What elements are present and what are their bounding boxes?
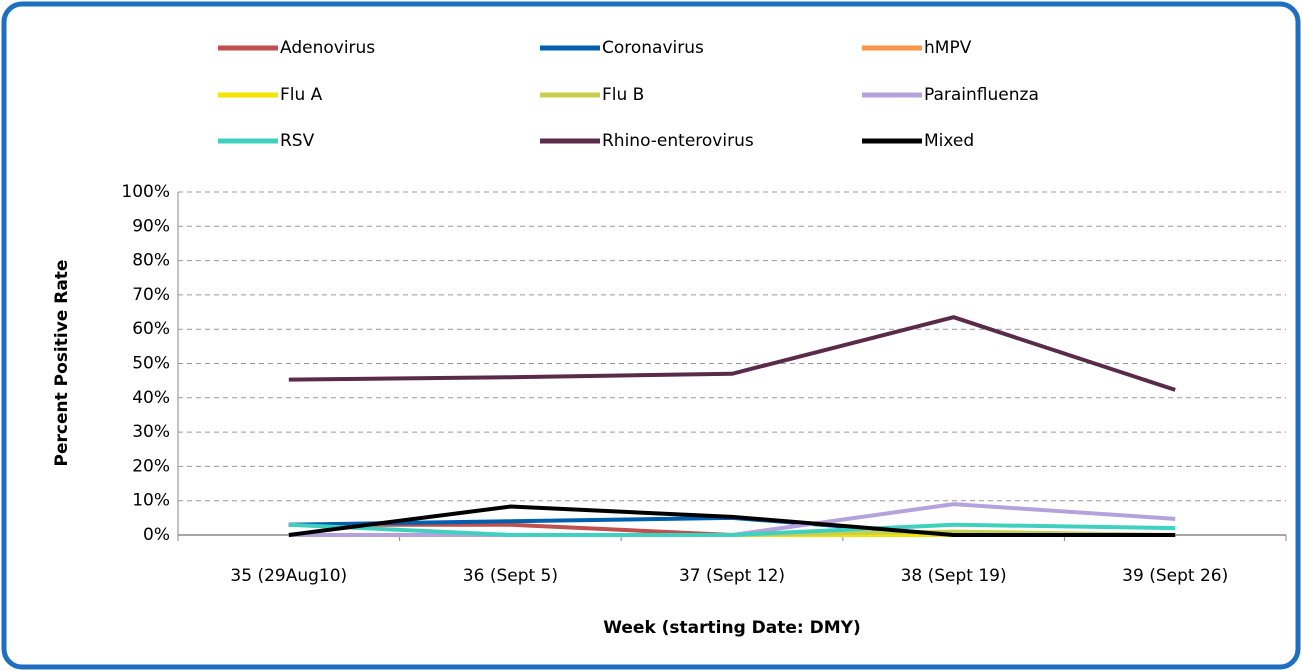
y-tick-label: 50% [132,354,170,374]
series-line [288,522,1176,537]
legend-label: Coronavirus [602,38,704,58]
y-tick-label: 20% [132,456,170,476]
legend-label: Flu B [602,85,644,105]
x-tick-label: 38 (Sept 19) [901,566,1007,586]
y-tick-label: 30% [132,422,170,442]
x-tick-label: 35 (29Aug10) [230,566,347,586]
x-axis-label: Week (starting Date: DMY) [603,618,861,638]
y-tick-label: 80% [132,251,170,271]
y-tick-label: 70% [132,285,170,305]
y-tick-label: 100% [121,182,170,202]
y-tick-label: 40% [132,388,170,408]
y-tick-label: 10% [132,491,170,511]
legend-label: Flu A [280,85,323,105]
series-line [288,504,1176,537]
legend-label: Rhino-enterovirus [602,131,754,151]
legend-label: Adenovirus [280,38,375,58]
x-tick-label: 39 (Sept 26) [1122,566,1228,586]
x-tick-label: 36 (Sept 5) [463,566,558,586]
series-line [288,315,1176,392]
y-axis-label: Percent Positive Rate [52,260,72,467]
x-tick-label: 37 (Sept 12) [679,566,785,586]
y-tick-label: 0% [143,525,170,545]
legend-label: RSV [280,131,315,151]
legend-label: hMPV [924,38,972,58]
y-tick-label: 90% [132,216,170,236]
legend-label: Parainfluenza [924,85,1039,105]
y-tick-label: 60% [132,319,170,339]
legend-label: Mixed [924,131,974,151]
